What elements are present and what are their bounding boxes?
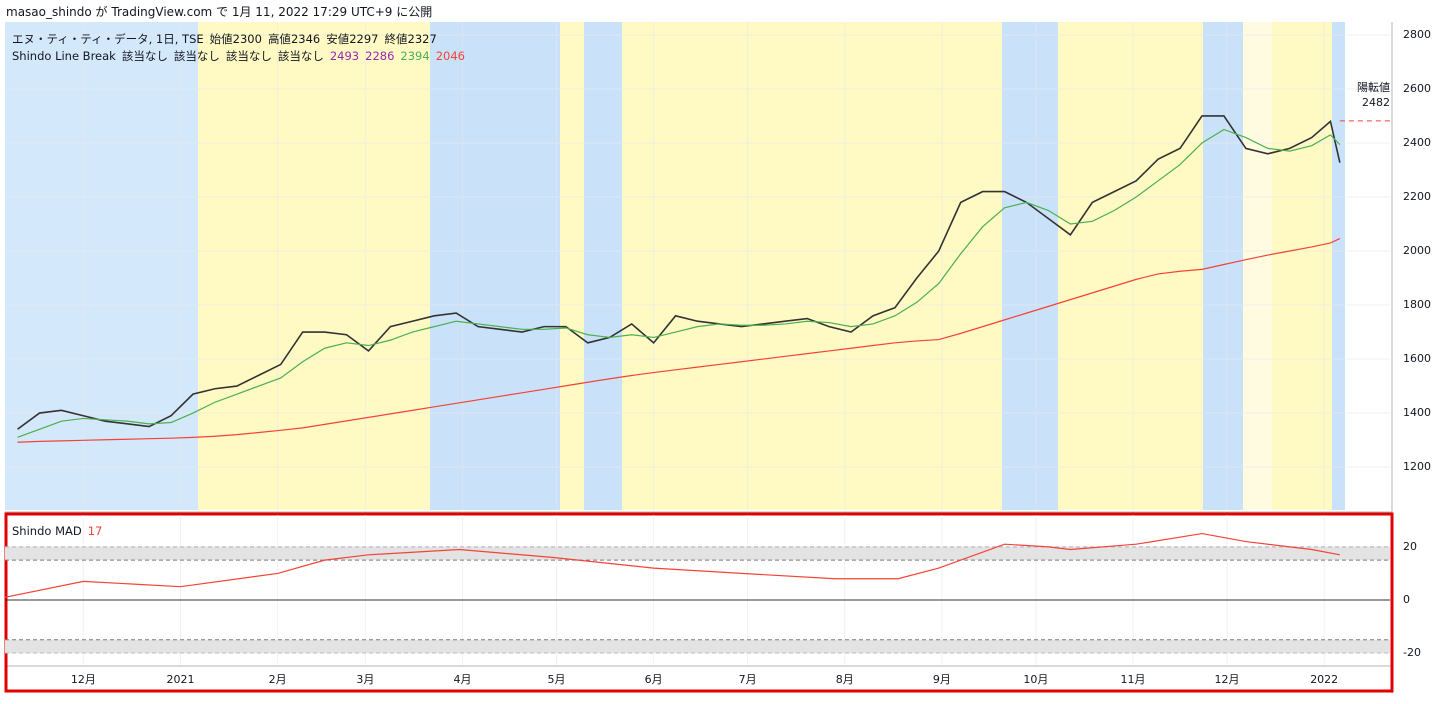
ohlc-item: 始値2300 [210,32,262,46]
regime-band [1243,22,1272,510]
indicator-value: 2286 [365,49,395,63]
x-tick-label: 12月 [1215,673,1240,686]
indicator-state: 該当なし [277,49,324,63]
ohlc-label: 安値 [326,32,350,46]
legend-symbol: エヌ・ティ・ティ・データ, 1日, TSE 始値2300 高値2346 安値2297 終… [12,31,443,47]
y-tick-label: 2000 [1403,244,1431,257]
y-tick-label: 20 [1403,540,1417,553]
regime-band [430,22,560,510]
y-tick-label: 2600 [1403,82,1431,95]
series-line [4,532,1340,598]
ohlc-value: 2327 [407,32,437,46]
x-tick-label: 9月 [933,673,951,686]
y-tick-label: 1600 [1403,352,1431,365]
regime-band [1272,22,1332,510]
y-tick-label: 2800 [1403,28,1431,41]
x-tick-label: 4月 [453,673,471,686]
ohlc-item: 安値2297 [326,32,378,46]
series-line [17,238,1341,443]
series-line [17,115,1341,430]
indicator-value: 2046 [435,49,465,63]
ohlc-label: 終値 [384,32,408,46]
ohlc-item: 終値2327 [385,32,437,46]
ohlc-value: 2300 [232,32,262,46]
x-tick-label: 12月 [71,673,96,686]
indicator-state: 該当なし [173,49,220,63]
regime-band [584,22,622,510]
mad-value: 17 [87,524,103,538]
ohlc-value: 2346 [290,32,321,46]
regime-band [1332,22,1345,510]
y-tick-label: 2400 [1403,136,1431,149]
regime-band [622,22,1002,510]
y-tick-label: 1800 [1403,298,1431,311]
x-tick-label: 7月 [739,673,757,686]
regime-band [1002,22,1058,510]
regime-bands [5,22,1345,510]
reversal-value: 2482 [1362,96,1390,109]
indicator-state: 該当なし [225,49,272,63]
legend-mad: Shindo MAD 17 [12,524,108,538]
indicator-value: 2493 [329,49,360,63]
highlight-box [4,512,1394,693]
y-tick-label: 1200 [1403,460,1431,473]
series-line [17,128,1341,438]
level-band [5,639,1390,654]
y-tick-label: 1400 [1403,406,1431,419]
x-tick-label: 8月 [836,673,854,686]
indicator-value: 2394 [400,49,430,63]
x-tick-label: 10月 [1023,673,1048,686]
reversal-label: 陽転値 [1357,81,1390,94]
level-band [5,546,1390,561]
regime-band [1058,22,1203,510]
ohlc-value: 2297 [349,32,379,46]
x-tick-label: 2021 [166,673,194,686]
header: masao_shindo が TradingView.com で 1月 11, … [6,5,433,19]
x-tick-label: 2月 [269,673,287,686]
ohlc-label: 高値 [267,32,291,46]
indicator-state: 該当なし [121,49,168,63]
symbol: エヌ・ティ・ティ・データ, 1日, TSE [12,32,204,46]
legend-indicator: Shindo Line Break 該当なし 該当なし 該当なし 該当なし 2493 228… [12,48,471,64]
x-tick-label: 6月 [645,673,663,686]
x-tick-label: 5月 [547,673,565,686]
mad-title: Shindo MAD [12,524,82,538]
regime-band [198,22,430,510]
ohlc-item: 高値2346 [268,32,320,46]
y-tick-label: -20 [1403,646,1421,659]
regime-band [560,22,584,510]
regime-band [5,22,198,510]
x-tick-label: 2022 [1310,673,1338,686]
y-tick-label: 2200 [1403,190,1431,203]
indicator-name: Shindo Line Break [12,49,116,63]
x-tick-label: 11月 [1121,673,1146,686]
regime-band [1203,22,1243,510]
x-tick-label: 3月 [356,673,374,686]
y-tick-label: 0 [1403,593,1410,606]
ohlc-label: 始値 [209,32,233,46]
